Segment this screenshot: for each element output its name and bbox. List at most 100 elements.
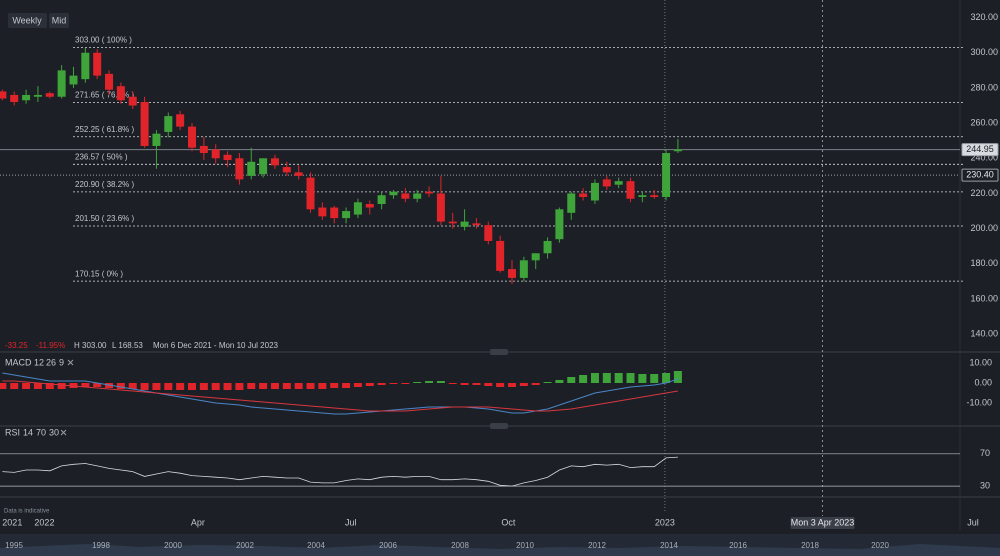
candle-body xyxy=(413,193,422,199)
resize-handle[interactable] xyxy=(490,349,508,355)
y-tick-label: 280.00 xyxy=(970,82,998,92)
macd-tick-label: 10.00 xyxy=(969,357,992,367)
candle-body xyxy=(531,253,540,261)
macd-param: 9 xyxy=(59,357,64,367)
price-marker-box xyxy=(961,143,999,157)
macd-histogram-bar xyxy=(650,374,659,383)
macd-tick-label: 0.00 xyxy=(974,377,992,387)
navigator-year: 2018 xyxy=(801,541,819,550)
macd-histogram-bar xyxy=(342,383,351,388)
navigator-area xyxy=(0,544,1000,556)
fib-label: 236.57 ( 50% ) xyxy=(75,152,128,161)
x-tick-label: 2021 xyxy=(2,517,22,527)
macd-histogram-bar xyxy=(282,383,291,389)
fib-label: 252.25 ( 61.8% ) xyxy=(75,125,134,134)
macd-histogram-bar xyxy=(188,383,196,390)
candle-body xyxy=(377,195,386,205)
macd-histogram-bar xyxy=(116,383,125,389)
y-tick-label: 140.00 xyxy=(970,329,998,339)
candle-body xyxy=(45,93,54,97)
candle-body xyxy=(342,211,351,219)
cursor-label: Mon 3 Apr 2023 xyxy=(791,517,855,527)
period-high: H 303.00 xyxy=(74,341,107,350)
macd-histogram-bar xyxy=(448,383,457,384)
macd-histogram-bar xyxy=(294,383,303,389)
macd-histogram-bar xyxy=(33,383,42,389)
candle-body xyxy=(57,70,66,97)
price-marker-box xyxy=(961,168,999,182)
candle-body xyxy=(330,207,339,219)
interval-label[interactable]: Weekly xyxy=(12,15,42,25)
navigator-year: 1998 xyxy=(92,541,110,550)
macd-histogram-bar xyxy=(579,375,588,383)
resize-handle[interactable] xyxy=(490,423,508,429)
candle-body xyxy=(93,52,102,76)
candle-body xyxy=(602,179,611,187)
candle-body xyxy=(673,149,682,152)
candle-body xyxy=(247,161,256,176)
macd-histogram-bar xyxy=(662,373,671,383)
candle-body xyxy=(176,114,185,127)
candle-body xyxy=(105,73,114,90)
price-type-button[interactable] xyxy=(49,13,69,28)
fib-label: 170.15 ( 0% ) xyxy=(75,269,123,278)
rsi-param: 30 xyxy=(49,427,59,437)
candle-body xyxy=(614,181,623,185)
rsi-line xyxy=(2,456,678,487)
change-pct: -11.95% xyxy=(36,341,65,350)
macd-histogram-bar xyxy=(211,383,220,390)
macd-histogram-bar xyxy=(555,380,564,383)
navigator-year: 2014 xyxy=(660,541,678,550)
navigator-year: 2006 xyxy=(379,541,397,550)
price-marker-label: 244.95 xyxy=(966,144,994,154)
close-icon[interactable] xyxy=(60,429,67,436)
x-tick-label: Jul xyxy=(345,517,357,527)
macd-histogram-bar xyxy=(602,373,611,383)
macd-histogram-bar xyxy=(247,383,256,389)
candle-body xyxy=(306,177,315,210)
candle-body xyxy=(543,240,552,254)
candle-body xyxy=(389,191,398,196)
date-range: Mon 6 Dec 2021 - Mon 10 Jul 2023 xyxy=(153,341,279,350)
macd-histogram-bar xyxy=(377,383,386,385)
macd-histogram-bar xyxy=(496,383,505,387)
macd-histogram-bar xyxy=(235,383,244,390)
macd-histogram-bar xyxy=(223,383,232,390)
macd-title: MACD xyxy=(5,357,32,367)
candle-body xyxy=(128,96,137,106)
candle-body xyxy=(33,94,42,97)
candle-body xyxy=(235,158,244,180)
rsi-tick-label: 70 xyxy=(980,448,990,458)
candle-body xyxy=(650,195,659,197)
macd-histogram-bar xyxy=(519,383,528,386)
macd-histogram-bar xyxy=(306,383,315,389)
close-icon[interactable] xyxy=(67,359,74,366)
navigator-year: 1995 xyxy=(5,541,23,550)
price-type-label[interactable]: Mid xyxy=(52,15,67,25)
candle-body xyxy=(294,172,303,176)
candle-body xyxy=(436,193,445,222)
macd-histogram-bar xyxy=(413,382,422,383)
macd-histogram-bar xyxy=(472,383,481,385)
candle-body xyxy=(662,153,671,197)
macd-histogram-bar xyxy=(199,383,208,390)
navigator-year: 2012 xyxy=(588,541,606,550)
macd-histogram-bar xyxy=(81,383,90,387)
x-tick-label: Oct xyxy=(501,517,516,527)
macd-tick-label: -10.00 xyxy=(966,397,992,407)
macd-histogram-bar xyxy=(353,383,362,387)
macd-histogram-bar xyxy=(567,377,576,383)
macd-histogram-bar xyxy=(22,383,31,389)
macd-histogram-bar xyxy=(508,383,516,387)
interval-button[interactable] xyxy=(8,13,47,28)
macd-histogram-bar xyxy=(318,383,327,389)
candle-body xyxy=(626,181,635,199)
candle-body xyxy=(188,126,196,148)
macd-histogram-bar xyxy=(531,383,540,385)
candle-body xyxy=(448,221,457,224)
macd-histogram-bar xyxy=(259,383,268,389)
macd-param: 12 xyxy=(34,357,44,367)
candle-body xyxy=(484,225,493,241)
candle-body xyxy=(579,193,588,197)
